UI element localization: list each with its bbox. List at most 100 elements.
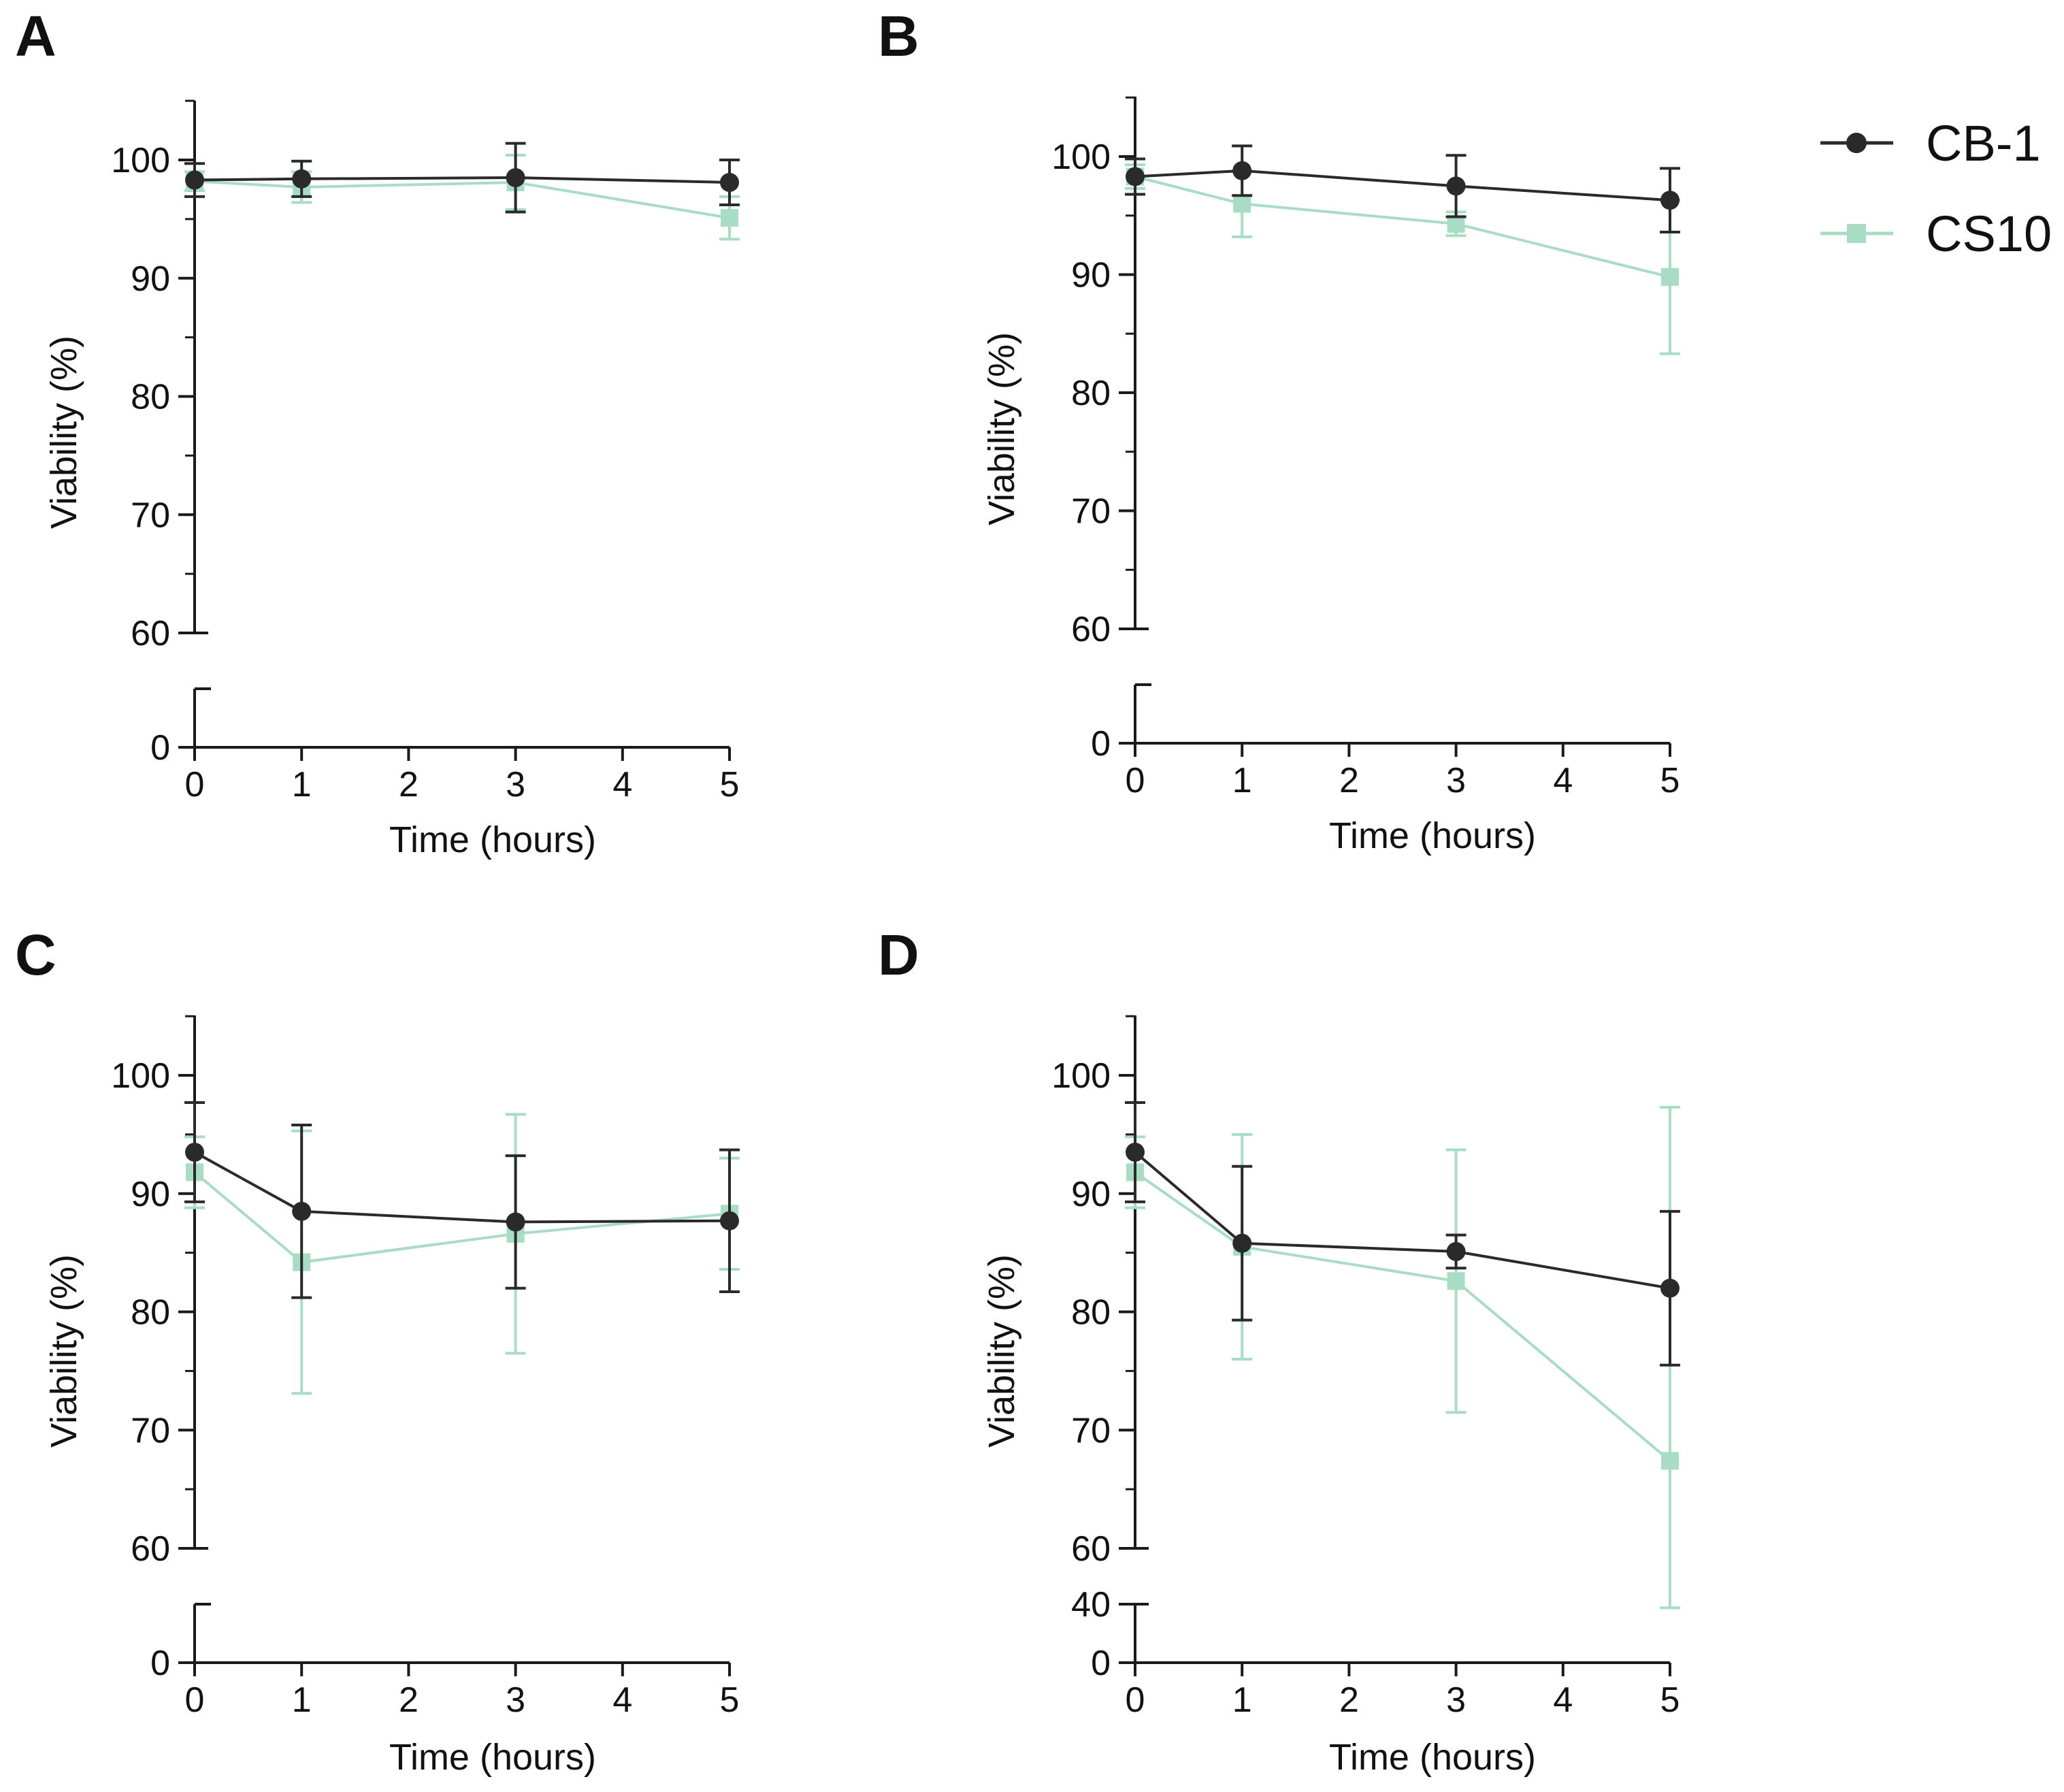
data-point-cb1 bbox=[506, 1212, 525, 1232]
x-tick-label: 1 bbox=[292, 765, 312, 804]
y-tick-label: 0 bbox=[150, 1644, 170, 1683]
data-point-cb1 bbox=[720, 173, 739, 193]
y-tick-label: 60 bbox=[131, 1529, 170, 1569]
data-point-cs10 bbox=[1233, 195, 1251, 213]
series-line-cs10 bbox=[193, 1171, 730, 1264]
y-tick-label: 40 bbox=[1071, 1585, 1111, 1625]
x-tick-label: 5 bbox=[720, 1680, 740, 1720]
legend-marker-cb1 bbox=[1846, 133, 1867, 153]
x-tick-label: 0 bbox=[1126, 1680, 1145, 1720]
y-tick-label: 60 bbox=[1071, 1529, 1111, 1569]
y-axis-title: Viability (%) bbox=[981, 332, 1022, 525]
legend-label-cb1: CB-1 bbox=[1926, 115, 2041, 172]
y-tick-label: 70 bbox=[131, 1411, 170, 1450]
series-line-cb1 bbox=[194, 1151, 730, 1224]
x-axis-title: Time (hours) bbox=[1329, 1737, 1536, 1778]
y-tick-label: 60 bbox=[131, 614, 170, 653]
panel-letter: C bbox=[15, 923, 56, 987]
data-point-cb1 bbox=[506, 168, 525, 188]
data-point-cb1 bbox=[1446, 176, 1466, 196]
series-line-cb1 bbox=[1134, 1151, 1671, 1290]
x-tick-label: 1 bbox=[1232, 761, 1252, 800]
y-tick-label: 70 bbox=[131, 495, 170, 535]
legend-marker-cs10 bbox=[1847, 224, 1866, 243]
x-tick-label: 5 bbox=[1660, 761, 1680, 800]
series-line-cb1 bbox=[194, 176, 730, 184]
series-layer bbox=[184, 142, 740, 241]
series-layer bbox=[184, 1101, 740, 1395]
y-axis-title: Viability (%) bbox=[981, 1254, 1022, 1448]
y-tick-label: 80 bbox=[131, 1293, 170, 1333]
data-point-cb1 bbox=[1232, 1233, 1252, 1253]
data-point-cb1 bbox=[720, 1211, 739, 1231]
y-tick-label: 0 bbox=[1091, 1644, 1111, 1683]
y-tick-label: 80 bbox=[1071, 374, 1111, 413]
data-point-cb1 bbox=[1126, 1142, 1145, 1162]
legend-label-cs10: CS10 bbox=[1926, 206, 2052, 262]
axes: 60 70 80 90 100 0 40 0 1 2 3 4 5 bbox=[1051, 1015, 1680, 1720]
x-tick-label: 2 bbox=[399, 1680, 419, 1720]
y-tick-label: 90 bbox=[131, 1175, 170, 1214]
panel-d: D 60 70 80 90 100 0 40 0 1 2 3 4 5 Time (hours) Viab… bbox=[878, 923, 1680, 1778]
data-point-cb1 bbox=[292, 169, 312, 189]
legend-item-cs10: CS10 bbox=[1820, 206, 2052, 262]
legend-item-cb1: CB-1 bbox=[1820, 115, 2041, 172]
x-tick-label: 4 bbox=[612, 1680, 632, 1720]
data-point-cb1 bbox=[185, 170, 204, 190]
axes: 60 70 80 90 100 00 1 2 3 4 5 bbox=[1051, 96, 1680, 800]
y-tick-label: 100 bbox=[1051, 1056, 1111, 1096]
x-tick-label: 3 bbox=[1446, 1680, 1466, 1720]
y-tick-label: 80 bbox=[1071, 1293, 1111, 1333]
data-point-cb1 bbox=[292, 1201, 312, 1221]
y-tick-label: 100 bbox=[1051, 137, 1111, 177]
data-point-cb1 bbox=[1446, 1241, 1466, 1261]
axes: 60 70 80 90 100 00 1 2 3 4 5 bbox=[111, 1015, 739, 1720]
x-tick-label: 1 bbox=[292, 1680, 312, 1720]
y-tick-label: 90 bbox=[1071, 1175, 1111, 1214]
x-tick-label: 5 bbox=[1660, 1680, 1680, 1720]
y-axis-title: Viability (%) bbox=[44, 336, 84, 529]
x-tick-label: 1 bbox=[1232, 1680, 1252, 1720]
x-tick-label: 3 bbox=[506, 1680, 525, 1720]
data-point-cb1 bbox=[1232, 161, 1252, 180]
y-tick-label: 80 bbox=[131, 378, 170, 417]
y-axis-title: Viability (%) bbox=[44, 1254, 84, 1448]
data-point-cb1 bbox=[185, 1142, 204, 1162]
panel-c: C 60 70 80 90 100 00 1 2 3 4 5 Time (hours) Viabil… bbox=[15, 923, 740, 1778]
x-tick-label: 0 bbox=[185, 1680, 205, 1720]
panel-a: A 60 70 80 90 100 00 1 2 3 4 5 Time (hours) Viabil… bbox=[15, 4, 740, 860]
data-point-cs10 bbox=[721, 209, 738, 227]
x-axis-title: Time (hours) bbox=[389, 1737, 596, 1778]
x-tick-label: 0 bbox=[185, 765, 205, 804]
y-tick-label: 100 bbox=[111, 1056, 170, 1096]
x-tick-label: 4 bbox=[1553, 1680, 1573, 1720]
panel-b: B 60 70 80 90 100 00 1 2 3 4 5 Time (hours) Viabil… bbox=[878, 4, 1680, 856]
y-tick-label: 100 bbox=[111, 141, 170, 180]
y-tick-label: 60 bbox=[1071, 610, 1111, 649]
data-point-cs10 bbox=[1661, 1452, 1679, 1470]
x-tick-label: 4 bbox=[612, 765, 632, 804]
data-point-cs10 bbox=[1447, 1272, 1465, 1290]
x-tick-label: 3 bbox=[506, 765, 525, 804]
x-tick-label: 2 bbox=[399, 765, 419, 804]
series-layer bbox=[1125, 1101, 1680, 1610]
x-axis-title: Time (hours) bbox=[1329, 815, 1536, 856]
series-line-cs10 bbox=[1134, 175, 1671, 278]
x-tick-label: 2 bbox=[1339, 1680, 1359, 1720]
series-line-cb1 bbox=[1134, 169, 1671, 202]
data-point-cs10 bbox=[1661, 267, 1679, 286]
x-tick-label: 2 bbox=[1339, 761, 1359, 800]
panel-letter: D bbox=[878, 923, 919, 987]
series-line-cs10 bbox=[1134, 1171, 1671, 1462]
data-point-cb1 bbox=[1126, 167, 1145, 186]
y-tick-label: 0 bbox=[1091, 724, 1111, 764]
legend: CB-1 CS10 bbox=[1820, 115, 2052, 262]
y-tick-label: 0 bbox=[150, 728, 170, 768]
y-tick-label: 70 bbox=[1071, 1411, 1111, 1450]
series-layer bbox=[1125, 144, 1680, 355]
series-line-cs10 bbox=[194, 180, 730, 220]
x-axis-title: Time (hours) bbox=[389, 819, 596, 860]
y-tick-label: 90 bbox=[131, 259, 170, 299]
panel-letter: A bbox=[15, 4, 56, 68]
